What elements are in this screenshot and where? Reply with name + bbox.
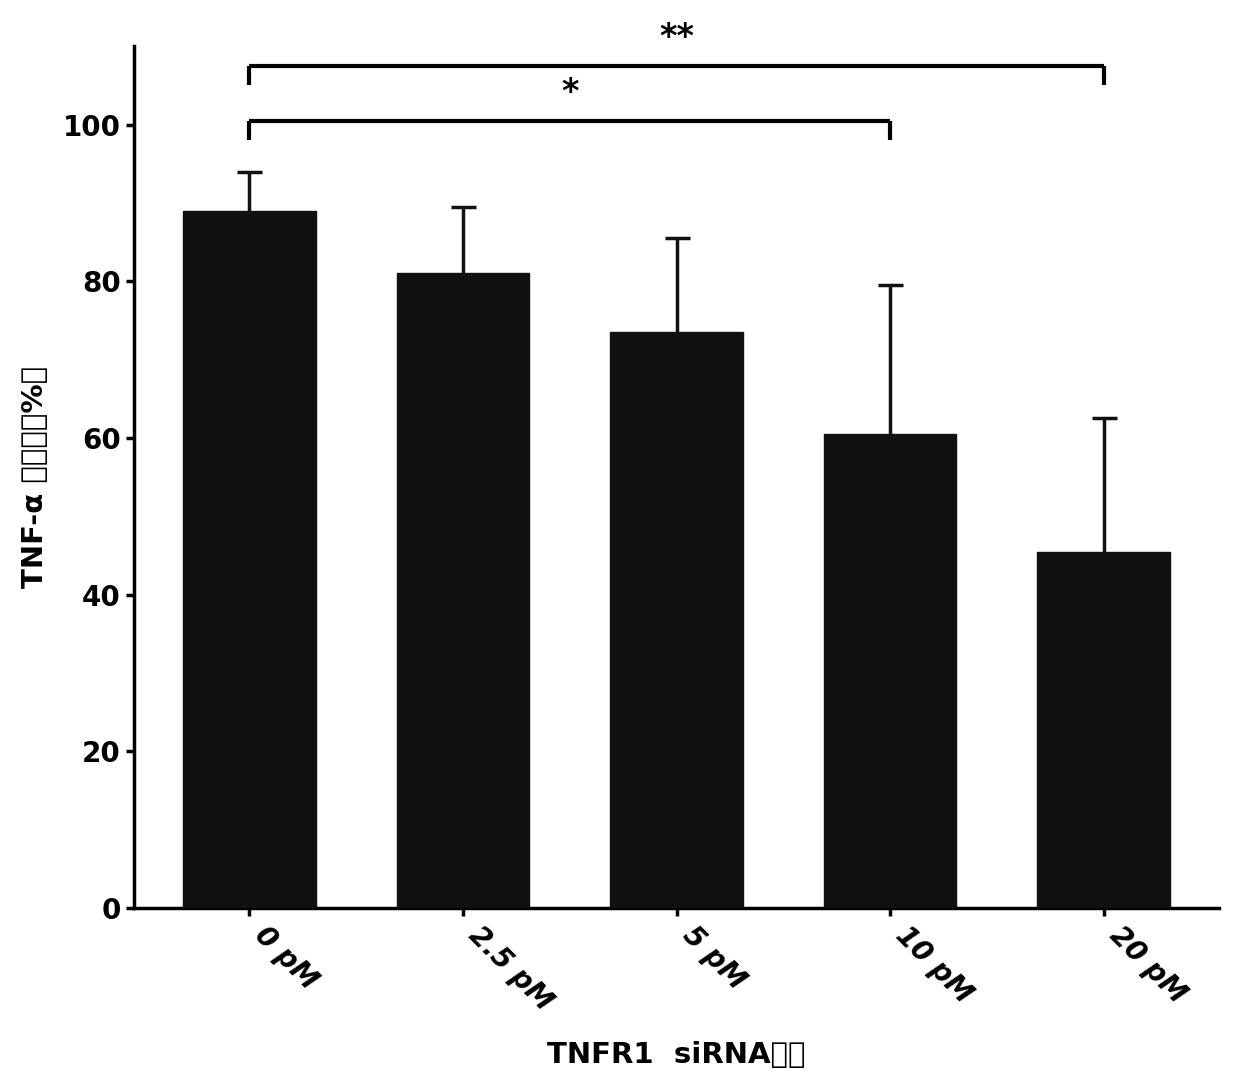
Bar [610,332,743,908]
Bar [184,210,316,908]
Text: *: * [560,76,579,109]
Text: **: ** [658,21,694,55]
Bar [823,434,956,908]
Bar [397,274,529,908]
Y-axis label: TNF-α 抑制率（%）: TNF-α 抑制率（%） [21,366,48,589]
Bar [1038,552,1169,908]
X-axis label: TNFR1  siRNA浓度: TNFR1 siRNA浓度 [547,1041,806,1069]
